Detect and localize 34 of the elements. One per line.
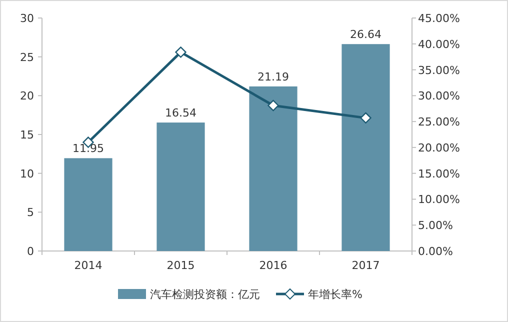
y2-tick-label: 0.00% xyxy=(418,245,453,258)
bar xyxy=(156,122,205,251)
bar xyxy=(64,158,112,251)
y2-tick-label: 30.00% xyxy=(418,90,460,103)
data-label: 11.95 xyxy=(72,142,104,156)
y2-tick-label: 5.00% xyxy=(418,219,453,232)
y2-tick-label: 25.00% xyxy=(418,116,460,129)
y-tick-label: 5 xyxy=(27,206,34,220)
y2-tick-label: 45.00% xyxy=(418,12,460,25)
data-label: 26.64 xyxy=(350,28,382,42)
y-tick-label: 20 xyxy=(20,90,34,103)
point xyxy=(360,112,372,124)
y2-tick-label: 10.00% xyxy=(418,193,460,206)
data-label: 21.19 xyxy=(258,70,289,84)
x-tick-label: 2016 xyxy=(259,259,288,272)
point xyxy=(268,100,279,112)
y-tick-label: 15 xyxy=(20,128,34,142)
point xyxy=(175,46,186,58)
x-tick-label: 2015 xyxy=(166,259,195,272)
y-tick-label: 30 xyxy=(20,12,34,25)
legend-label: 汽车检测投资额：亿元 xyxy=(150,288,260,301)
y-tick-label: 0 xyxy=(27,245,34,258)
y2-tick-label: 15.00% xyxy=(418,167,460,180)
bar xyxy=(342,44,390,251)
y-tick-label: 25 xyxy=(20,50,34,64)
y2-tick-label: 40.00% xyxy=(418,38,460,51)
x-tick-label: 2017 xyxy=(352,259,380,272)
y2-tick-label: 35.00% xyxy=(418,64,460,77)
legend-label: 年增长率% xyxy=(308,288,362,301)
x-tick-label: 2014 xyxy=(74,259,102,272)
y2-tick-label: 20.00% xyxy=(418,141,460,154)
bar xyxy=(249,86,298,251)
y-tick-label: 10 xyxy=(20,167,34,180)
data-label: 16.54 xyxy=(165,106,196,120)
